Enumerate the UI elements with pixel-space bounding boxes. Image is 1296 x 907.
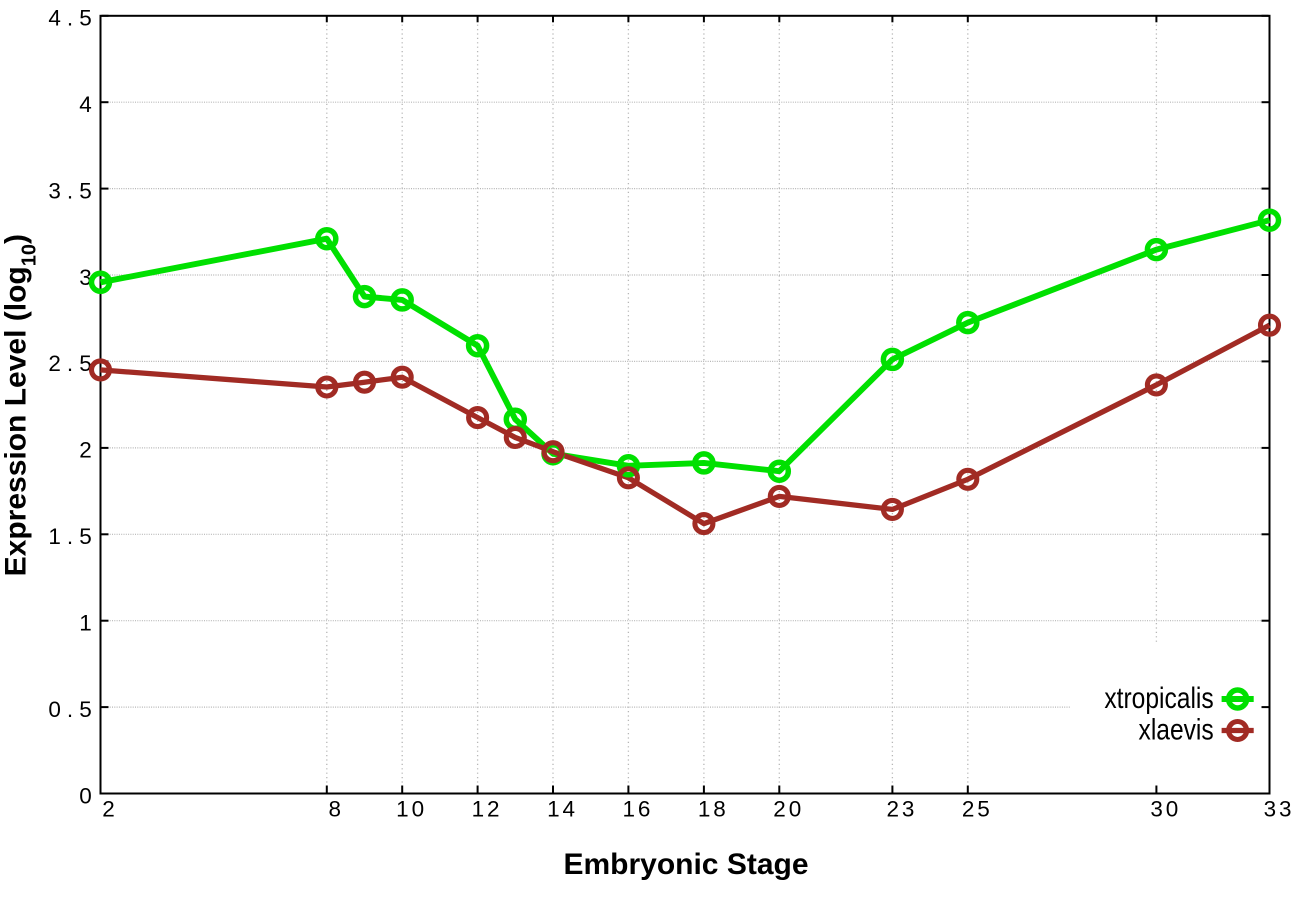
svg-text:8: 8 [328, 797, 343, 822]
svg-text:5: 5 [79, 178, 94, 203]
svg-text:5: 5 [79, 6, 94, 31]
svg-text:12: 12 [472, 797, 503, 822]
svg-text:30: 30 [1150, 797, 1181, 822]
svg-text:xtropicalis: xtropicalis [1104, 681, 1213, 715]
svg-text:25: 25 [962, 797, 993, 822]
svg-text:2: 2 [48, 351, 63, 376]
svg-text:1: 1 [79, 611, 94, 636]
svg-text:10: 10 [396, 797, 427, 822]
svg-text:1: 1 [48, 524, 63, 549]
svg-text:Embryonic Stage: Embryonic Stage [563, 848, 808, 881]
svg-text:.: . [67, 178, 76, 203]
svg-text:4: 4 [48, 6, 63, 31]
svg-text:33: 33 [1264, 797, 1295, 822]
svg-text:3: 3 [48, 178, 63, 203]
svg-text:20: 20 [773, 797, 804, 822]
svg-text:23: 23 [886, 797, 917, 822]
svg-text:0: 0 [48, 697, 63, 722]
svg-text:18: 18 [698, 797, 729, 822]
svg-text:16: 16 [622, 797, 653, 822]
svg-text:.: . [67, 351, 76, 376]
svg-text:3: 3 [79, 265, 94, 290]
svg-text:2: 2 [102, 797, 117, 822]
svg-text:4: 4 [79, 92, 94, 117]
svg-text:5: 5 [79, 697, 94, 722]
svg-text:5: 5 [79, 524, 94, 549]
svg-text:.: . [67, 6, 76, 31]
svg-text:.: . [67, 697, 76, 722]
svg-text:5: 5 [79, 351, 94, 376]
svg-text:.: . [67, 524, 76, 549]
svg-text:14: 14 [547, 797, 578, 822]
svg-text:2: 2 [79, 438, 94, 463]
svg-text:0: 0 [79, 783, 94, 808]
svg-text:xlaevis: xlaevis [1139, 712, 1214, 746]
